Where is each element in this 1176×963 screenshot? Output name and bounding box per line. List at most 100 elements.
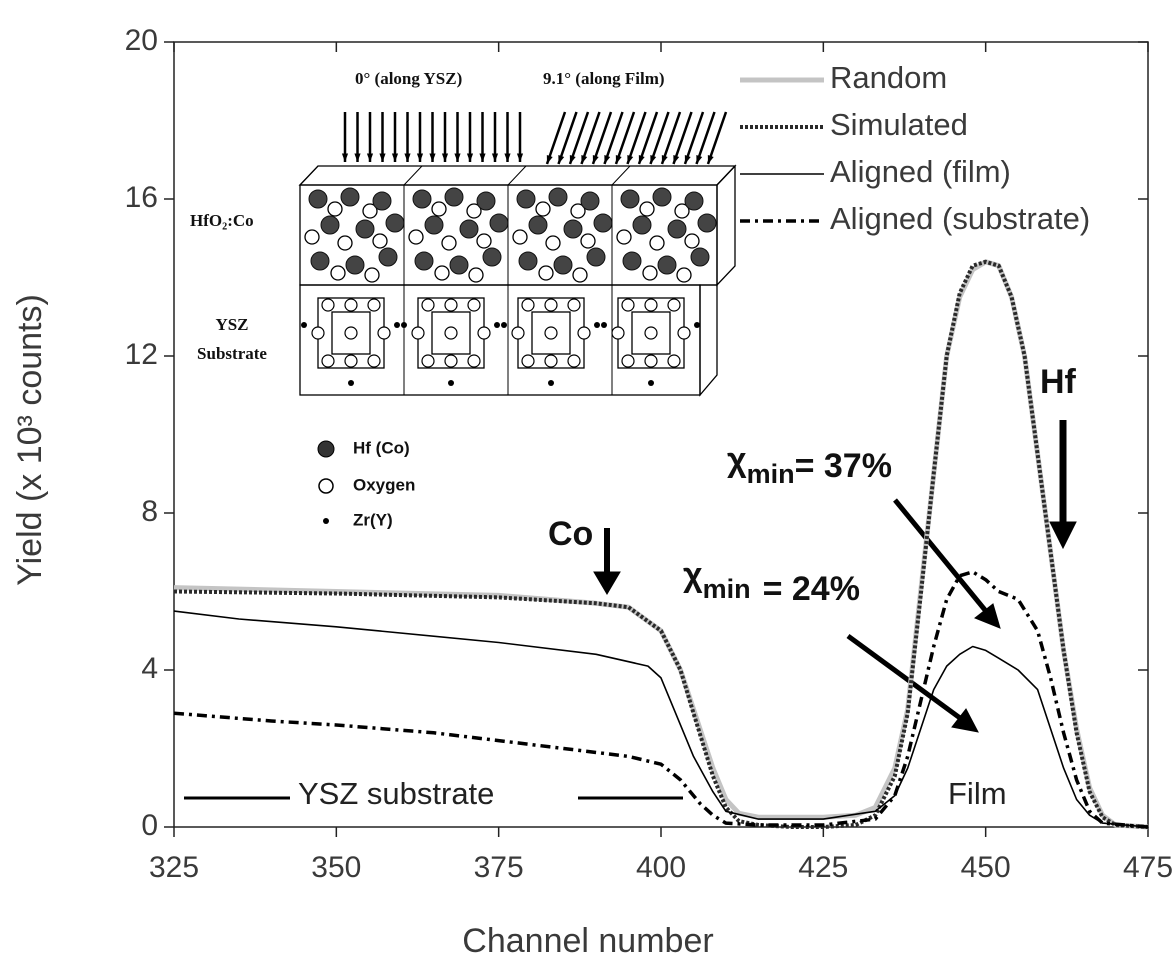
oxygen-atom <box>616 229 632 245</box>
oxygen-atom <box>362 203 378 219</box>
cell-edge <box>507 165 527 186</box>
inset-legend <box>317 440 335 524</box>
oxygen-atom <box>570 203 586 219</box>
y-tick-label: 8 <box>141 495 158 528</box>
zr-atom <box>301 322 307 328</box>
beam-arrowhead <box>673 155 680 164</box>
oxygen-atom <box>642 265 658 281</box>
hf-atom <box>459 219 479 239</box>
y-tick-label: 12 <box>125 338 158 371</box>
oxygen-atom <box>644 326 658 340</box>
beam-arrowhead <box>546 155 553 164</box>
beam-arrow <box>580 111 601 165</box>
beam-arrowhead <box>684 155 691 164</box>
beam-arrowhead <box>391 153 399 162</box>
chi-37: χmin= 37% <box>727 441 892 489</box>
inset-legend-label: Zr(Y) <box>353 510 393 529</box>
zr-atom <box>548 380 554 386</box>
beam-film-label: 9.1° (along Film) <box>543 69 665 88</box>
oxygen-atom <box>434 265 450 281</box>
annotation-arrows <box>184 420 1077 800</box>
oxygen-atom <box>466 203 482 219</box>
x-tick-label: 375 <box>474 851 524 884</box>
hf-atom <box>310 251 330 271</box>
hf-atom <box>444 187 464 207</box>
substrate-front <box>299 284 701 396</box>
oxygen-atom <box>444 354 458 368</box>
y-tick-label: 4 <box>141 652 158 685</box>
oxygen-atom <box>476 233 492 249</box>
hf-atom <box>622 251 642 271</box>
oxygen-atom <box>544 326 558 340</box>
hf-atom <box>667 219 687 239</box>
beam-arrow <box>637 111 659 165</box>
zr-atom <box>501 322 507 328</box>
hf-atom <box>632 215 652 235</box>
beam-arrowhead <box>558 155 565 164</box>
series-line <box>173 259 1149 829</box>
zr-atom <box>348 380 354 386</box>
inset-legend-label: Oxygen <box>353 475 415 494</box>
hf-atom <box>553 255 573 275</box>
oxygen-atom <box>538 265 554 281</box>
oxygen-atom <box>467 354 481 368</box>
beam-arrow <box>626 111 647 165</box>
hf-atom <box>580 191 600 211</box>
oxygen-atom <box>421 298 435 312</box>
beam-arrowhead <box>429 153 436 162</box>
oxygen-atom <box>444 326 458 340</box>
beam-arrowhead <box>696 155 703 164</box>
substrate-layer-label: Substrate <box>197 344 267 363</box>
zr-atom <box>494 322 500 328</box>
substrate-layer-label: YSZ <box>215 315 248 334</box>
hf-atom <box>385 213 405 233</box>
beam-arrow <box>695 111 716 165</box>
hf-atom <box>516 189 536 209</box>
hf-atom <box>449 255 469 275</box>
chi-value: = 24% <box>763 570 860 608</box>
oxygen-atom <box>676 267 692 283</box>
legend-label: Aligned (substrate) <box>830 201 1090 236</box>
hf-atom <box>412 189 432 209</box>
hf-atom <box>518 251 538 271</box>
chi-symbol: χ <box>683 556 703 594</box>
cell-edge <box>299 165 319 186</box>
beam-arrowhead <box>379 153 386 162</box>
hf-atom <box>489 213 509 233</box>
substrate-side <box>699 284 718 397</box>
oxygen-atom <box>321 298 335 312</box>
legend-label: Simulated <box>830 107 968 142</box>
oxygen-atom <box>667 354 681 368</box>
x-axis-label: Channel number <box>462 922 713 960</box>
series-line <box>173 570 1149 829</box>
oxygen-atom <box>674 203 690 219</box>
oxygen-atom <box>649 235 665 251</box>
oxygen-atom <box>521 298 535 312</box>
hf-atom <box>345 255 365 275</box>
substrate-cell <box>631 311 671 355</box>
hf-atom <box>620 189 640 209</box>
oxygen-atom <box>611 326 625 340</box>
y-tick-label: 0 <box>141 809 158 842</box>
zr-atom <box>401 322 407 328</box>
beam-arrowhead <box>454 153 461 162</box>
beam-arrowhead <box>516 153 524 162</box>
beam-arrow <box>683 111 705 165</box>
oxygen-atom <box>567 298 581 312</box>
hf-label: Hf <box>1040 363 1077 401</box>
y-axis-label: Yield (x 10³ counts) <box>11 294 49 586</box>
oxygen-atom <box>304 229 320 245</box>
beam-arrowhead <box>404 153 411 162</box>
beam-arrowhead <box>466 153 474 162</box>
oxygen-atom <box>367 354 381 368</box>
beam-arrowhead <box>604 155 611 164</box>
oxygen-atom <box>572 267 588 283</box>
oxygen-atom <box>512 229 528 245</box>
hf-atom <box>657 255 677 275</box>
zr-atom <box>394 322 400 328</box>
beam-arrowhead <box>504 153 511 162</box>
oxygen-atom <box>567 354 581 368</box>
oxygen-atom <box>511 326 525 340</box>
oxygen-atom <box>545 235 561 251</box>
